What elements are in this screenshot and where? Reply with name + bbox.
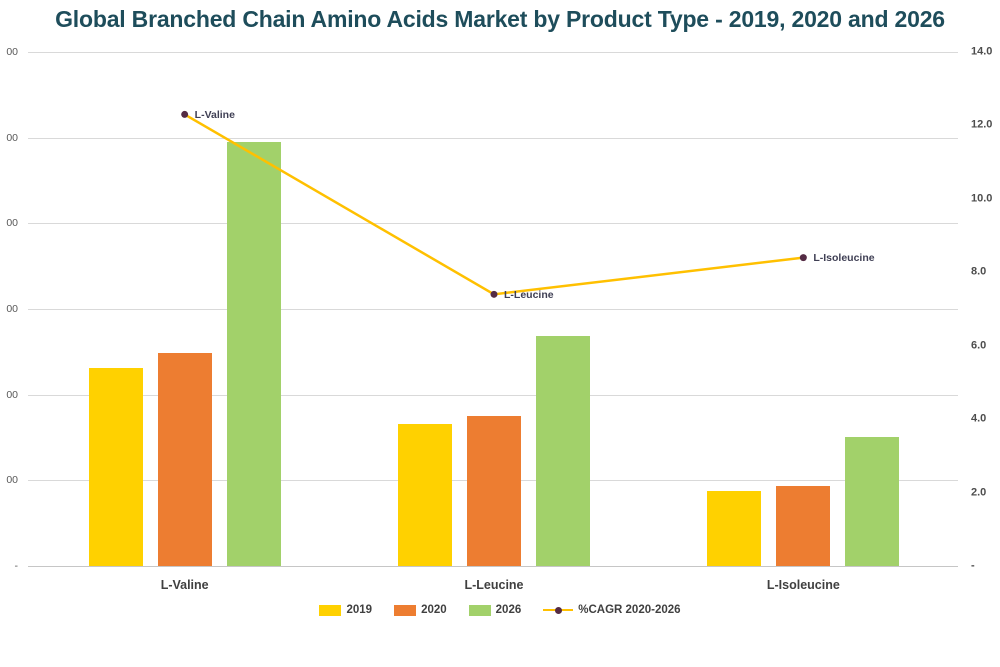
category-label-l-isoleucine: L-Isoleucine: [767, 578, 840, 592]
right-axis-tick-label: 14.0: [971, 47, 992, 58]
right-axis-tick-label: -: [971, 561, 975, 572]
right-axis-tick-label: 2.0: [971, 487, 986, 498]
bar-2019-l-isoleucine: [707, 491, 761, 566]
chart-title: Global Branched Chain Amino Acids Market…: [0, 6, 1000, 33]
category-label-l-valine: L-Valine: [161, 578, 209, 592]
right-axis-tick-label: 8.0: [971, 267, 986, 278]
legend: 2019 2020 2026 %CAGR 2020-2026: [0, 604, 1000, 616]
point-label-l-valine: L-Valine: [195, 109, 235, 121]
right-axis-tick-label: 12.0: [971, 120, 992, 131]
x-axis-line: [28, 566, 958, 567]
bar-2019-l-leucine: [398, 424, 452, 566]
right-axis-tick-label: 4.0: [971, 414, 986, 425]
bar-2026-l-leucine: [536, 336, 590, 566]
left-axis-tick-label: 00: [0, 475, 18, 485]
bar-2020-l-leucine: [467, 416, 521, 566]
left-axis-tick-label: 00: [0, 47, 18, 57]
bar-2020-l-valine: [158, 353, 212, 566]
legend-swatch-2020: [394, 605, 416, 616]
legend-item-cagr-2020-2026: %CAGR 2020-2026: [543, 604, 680, 616]
legend-item-2026: 2026: [469, 604, 522, 616]
legend-label-2026: 2026: [496, 604, 522, 616]
bar-2026-l-isoleucine: [845, 437, 899, 566]
gridline: [28, 52, 958, 53]
cagr-marker-l-valine: [181, 111, 188, 118]
legend-line-marker-cagr-2020-2026: [543, 605, 573, 616]
legend-swatch-2019: [319, 605, 341, 616]
gridline: [28, 223, 958, 224]
left-axis-tick-label: 00: [0, 304, 18, 314]
chart: Global Branched Chain Amino Acids Market…: [0, 0, 1000, 667]
legend-item-2019: 2019: [319, 604, 372, 616]
left-axis-tick-label: 00: [0, 390, 18, 400]
legend-item-2020: 2020: [394, 604, 447, 616]
point-label-l-leucine: L-Leucine: [504, 289, 554, 301]
category-label-l-leucine: L-Leucine: [464, 578, 523, 592]
bar-2026-l-valine: [227, 142, 281, 566]
left-axis-tick-label: -: [0, 561, 18, 571]
legend-label-2019: 2019: [346, 604, 372, 616]
left-axis-tick-label: 00: [0, 133, 18, 143]
bar-2020-l-isoleucine: [776, 486, 830, 566]
legend-swatch-2026: [469, 605, 491, 616]
cagr-marker-l-isoleucine: [800, 254, 807, 261]
gridline: [28, 309, 958, 310]
point-label-l-isoleucine: L-Isoleucine: [813, 252, 874, 264]
right-axis-tick-label: 6.0: [971, 340, 986, 351]
legend-label-2020: 2020: [421, 604, 447, 616]
right-axis-tick-label: 10.0: [971, 193, 992, 204]
gridline: [28, 138, 958, 139]
cagr-marker-l-leucine: [491, 291, 498, 298]
legend-label-cagr-2020-2026: %CAGR 2020-2026: [578, 604, 680, 616]
bar-2019-l-valine: [89, 368, 143, 566]
legend-dot-icon: [555, 607, 562, 614]
left-axis-tick-label: 00: [0, 218, 18, 228]
